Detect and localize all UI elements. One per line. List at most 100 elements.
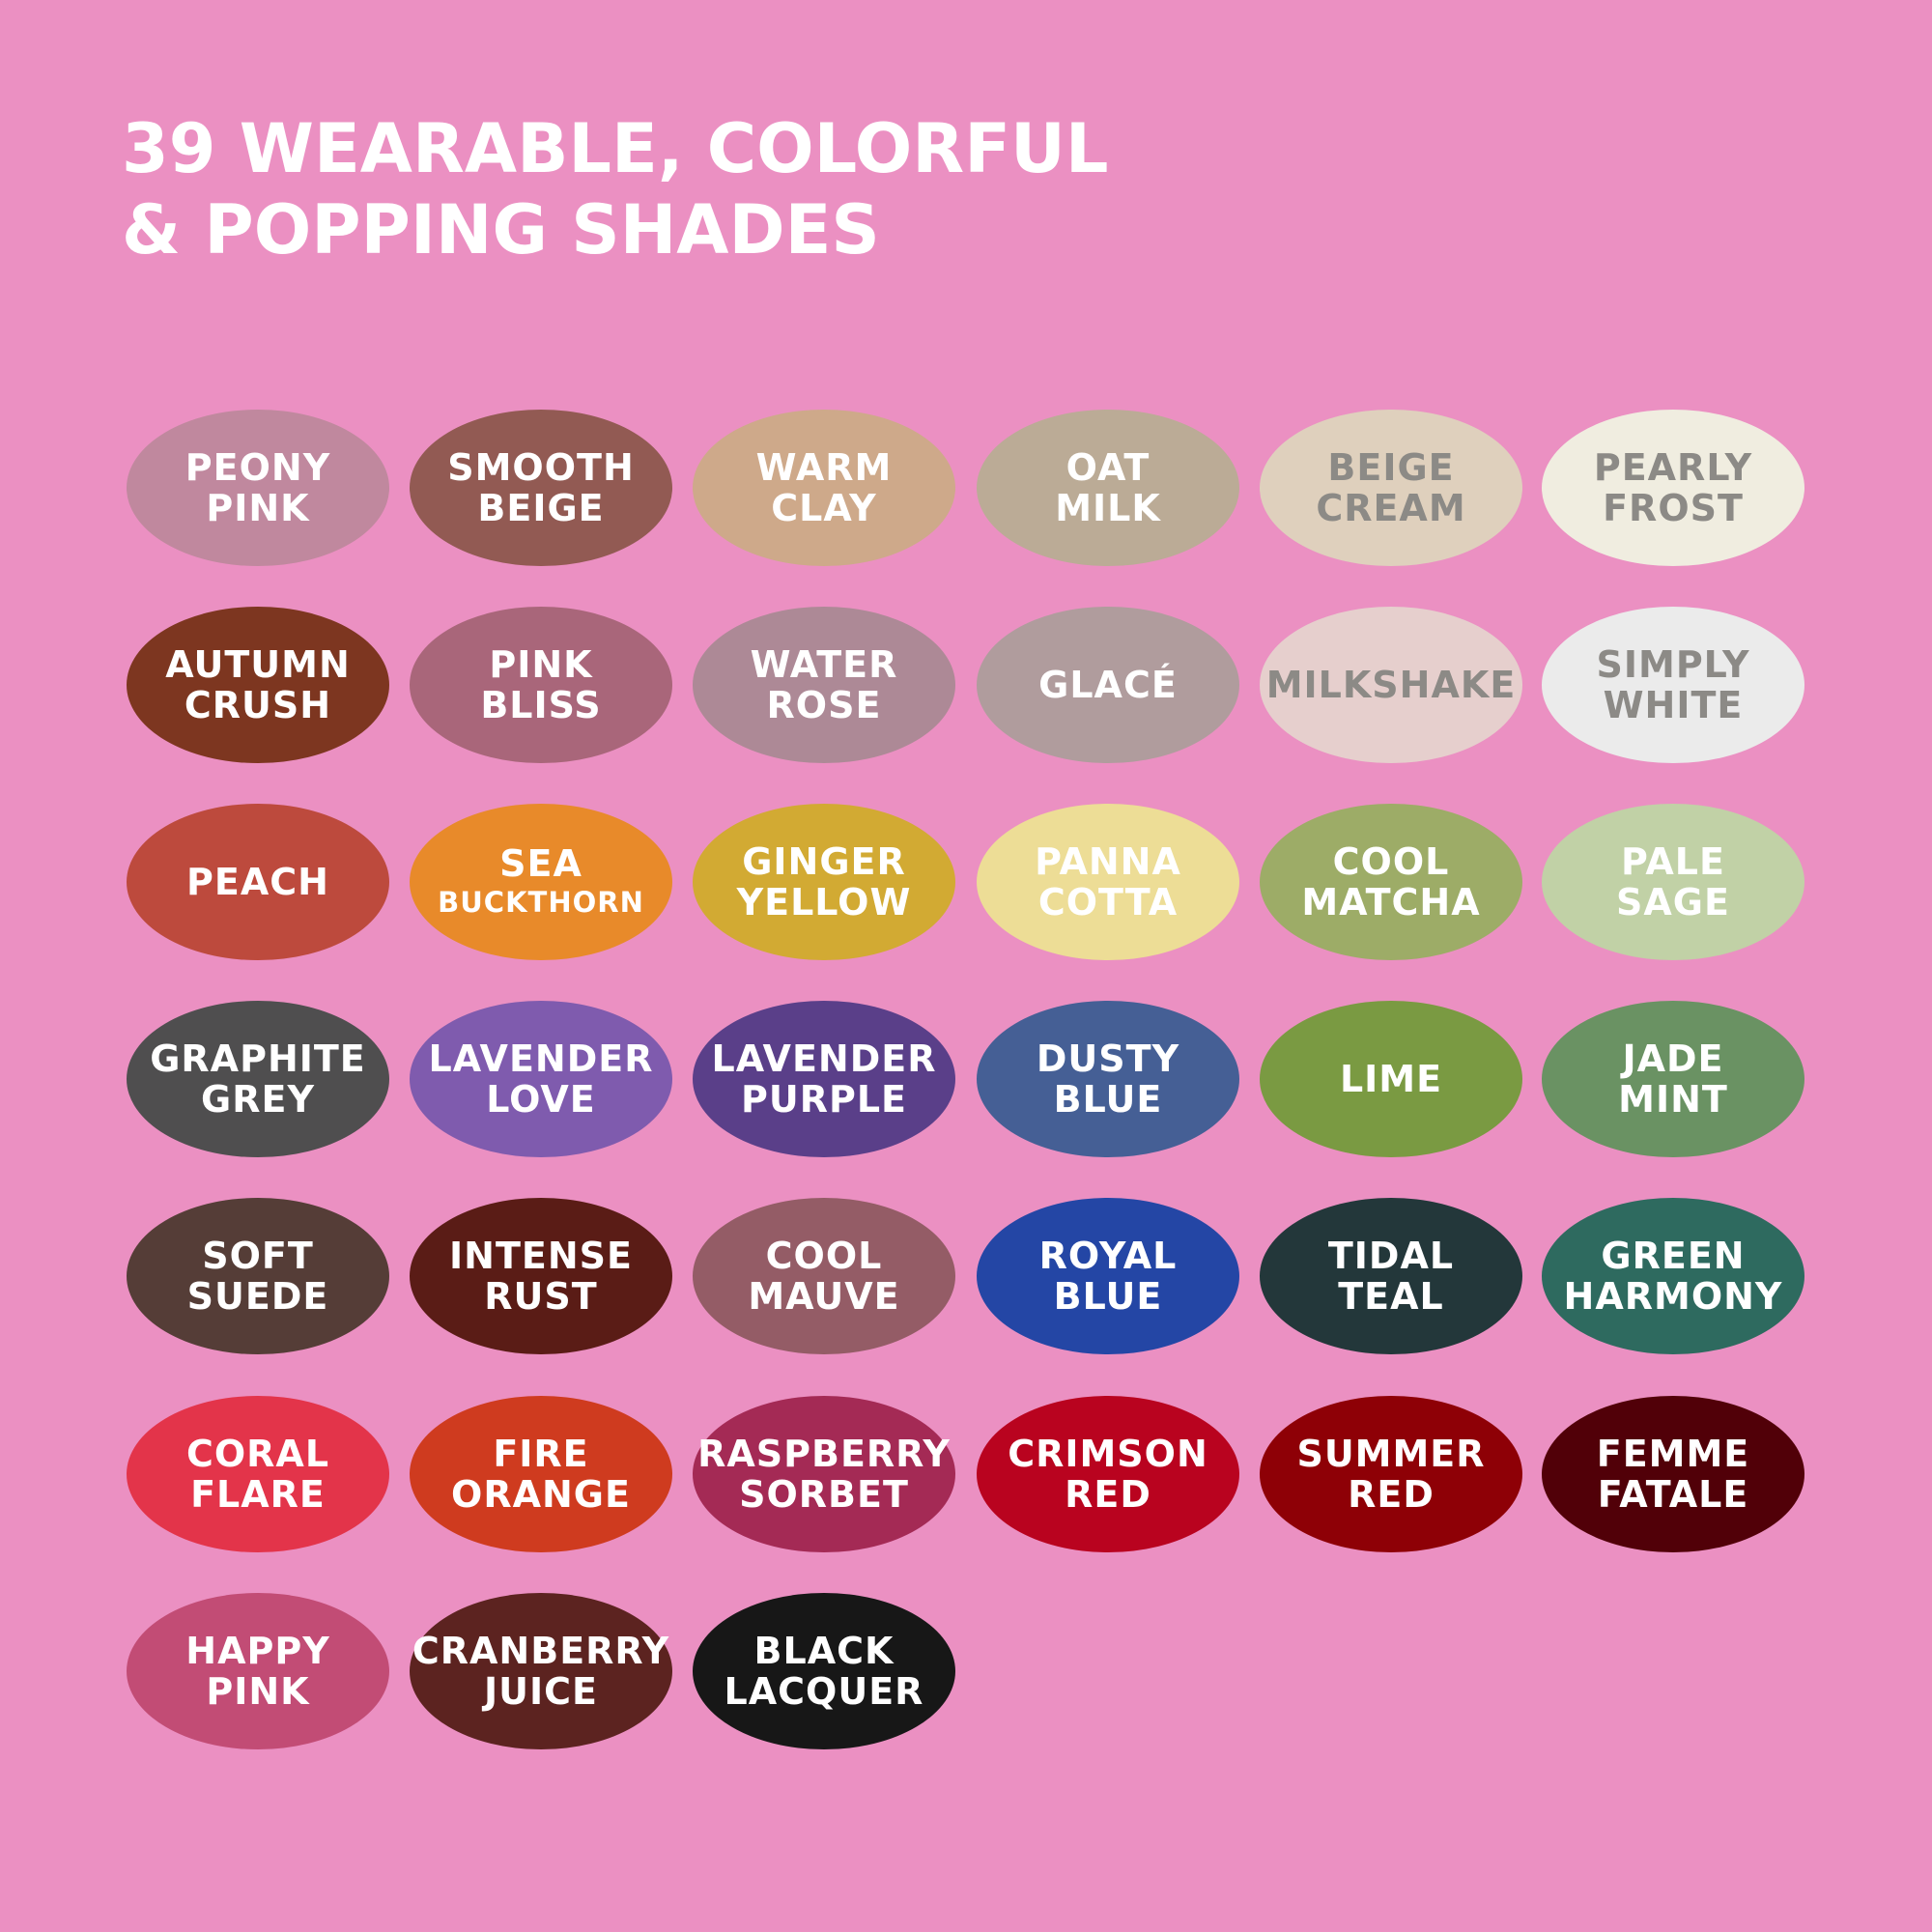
shade-name-line: INTENSE — [449, 1235, 633, 1277]
shade-swatch: CRANBERRY JUICE — [410, 1593, 672, 1749]
shade-name-line: WARM — [755, 446, 893, 489]
shade-swatch: FIRE ORANGE — [410, 1396, 672, 1552]
shade-name-line: JUICE — [484, 1670, 598, 1713]
shade-name-line: ORANGE — [451, 1473, 631, 1516]
shade-name-line: BEIGE — [1327, 446, 1455, 489]
shade-name-line: TIDAL — [1327, 1235, 1455, 1277]
shade-name-line: LAVENDER — [711, 1037, 937, 1080]
shade-name-line: PEARLY — [1593, 446, 1753, 489]
shade-name-line: BLUE — [1053, 1275, 1163, 1318]
shade-name-line: PURPLE — [741, 1078, 907, 1121]
shade-swatch: HAPPY PINK — [127, 1593, 389, 1749]
shade-swatch: SOFT SUEDE — [127, 1198, 389, 1354]
shade-name-line: PINK — [206, 487, 310, 529]
shade-swatch: PEONY PINK — [127, 410, 389, 566]
shade-name-line: PINK — [206, 1670, 310, 1713]
shade-swatch: GREEN HARMONY — [1542, 1198, 1804, 1354]
shade-name-line: FROST — [1603, 487, 1744, 529]
shade-name-line: AUTUMN — [165, 643, 351, 686]
shade-swatch: JADE MINT — [1542, 1001, 1804, 1157]
shade-name-line: PINK — [489, 643, 593, 686]
shade-name-line: BUCKTHORN — [438, 886, 644, 919]
shade-name-line: FEMME — [1596, 1433, 1750, 1475]
shade-name-line: CRANBERRY — [412, 1630, 670, 1672]
shade-name-line: BLACK — [753, 1630, 895, 1672]
shade-name-line: GREY — [201, 1078, 315, 1121]
shade-name-line: DUSTY — [1036, 1037, 1180, 1080]
shade-name-line: LAVENDER — [428, 1037, 654, 1080]
shade-name-line: LIME — [1339, 1058, 1443, 1100]
shade-name-line: SIMPLY — [1596, 643, 1750, 686]
shade-name-line: SUMMER — [1296, 1433, 1486, 1475]
shade-swatch: BLACK LACQUER — [693, 1593, 955, 1749]
shade-name-line: MINT — [1618, 1078, 1728, 1121]
shade-name-line: COOL — [765, 1235, 883, 1277]
shade-name-line: TEAL — [1338, 1275, 1444, 1318]
shade-swatch: LIME — [1260, 1001, 1522, 1157]
shade-name-line: SEA — [499, 842, 582, 885]
shade-name-line: GRAPHITE — [150, 1037, 366, 1080]
shade-name-line: RED — [1065, 1473, 1151, 1516]
shade-swatch: PEARLY FROST — [1542, 410, 1804, 566]
shade-name-line: WATER — [750, 643, 898, 686]
shade-name-line: LACQUER — [724, 1670, 924, 1713]
shade-swatch: FEMME FATALE — [1542, 1396, 1804, 1552]
shade-swatch: SIMPLY WHITE — [1542, 607, 1804, 763]
shade-swatch: LAVENDER PURPLE — [693, 1001, 955, 1157]
shade-name-line: BEIGE — [477, 487, 605, 529]
shade-name-line: BLUE — [1053, 1078, 1163, 1121]
shade-name-line: SOFT — [202, 1235, 314, 1277]
shade-name-line: RED — [1348, 1473, 1435, 1516]
shade-swatch: PINK BLISS — [410, 607, 672, 763]
shade-name-line: YELLOW — [736, 881, 912, 923]
shade-swatch: PEACH — [127, 804, 389, 960]
shade-swatch: GINGER YELLOW — [693, 804, 955, 960]
title-line-2: & POPPING SHADES — [122, 190, 880, 270]
shade-swatch: GLACÉ — [977, 607, 1239, 763]
shade-swatch: INTENSE RUST — [410, 1198, 672, 1354]
shade-swatch: SMOOTH BEIGE — [410, 410, 672, 566]
shade-name-line: MATCHA — [1301, 881, 1481, 923]
shade-swatch: LAVENDER LOVE — [410, 1001, 672, 1157]
shade-swatch: OAT MILK — [977, 410, 1239, 566]
shade-swatch: RASPBERRY SORBET — [693, 1396, 955, 1552]
shade-name-line: WHITE — [1603, 684, 1744, 726]
shade-swatch: MILKSHAKE — [1260, 607, 1522, 763]
shade-name-line: FATALE — [1597, 1473, 1749, 1516]
shade-name-line: GREEN — [1601, 1235, 1746, 1277]
shade-swatch: CRIMSON RED — [977, 1396, 1239, 1552]
shade-swatch: SUMMER RED — [1260, 1396, 1522, 1552]
shade-swatch: ROYAL BLUE — [977, 1198, 1239, 1354]
shade-name-line: GINGER — [742, 840, 906, 883]
shade-swatch: PANNA COTTA — [977, 804, 1239, 960]
shade-swatch: CORAL FLARE — [127, 1396, 389, 1552]
shade-name-line: MAUVE — [748, 1275, 900, 1318]
shade-name-line: COOL — [1332, 840, 1450, 883]
shade-name-line: SORBET — [739, 1473, 909, 1516]
shade-name-line: PEONY — [185, 446, 331, 489]
shade-swatch: WARM CLAY — [693, 410, 955, 566]
shade-swatch: BEIGE CREAM — [1260, 410, 1522, 566]
shade-swatch: GRAPHITE GREY — [127, 1001, 389, 1157]
shade-name-line: FIRE — [493, 1433, 589, 1475]
shade-swatch: SEA BUCKTHORN — [410, 804, 672, 960]
shade-name-line: SUEDE — [186, 1275, 329, 1318]
shade-name-line: ROSE — [766, 684, 882, 726]
title-line-1: 39 WEARABLE, COLORFUL — [122, 109, 1109, 188]
shade-swatch: PALE SAGE — [1542, 804, 1804, 960]
shade-name-line: COTTA — [1037, 881, 1179, 923]
shade-name-line: LOVE — [486, 1078, 596, 1121]
shade-swatch: WATER ROSE — [693, 607, 955, 763]
shade-swatch: DUSTY BLUE — [977, 1001, 1239, 1157]
shade-name-line: CRUSH — [184, 684, 332, 726]
shade-name-line: SAGE — [1616, 881, 1730, 923]
shade-swatch: COOL MAUVE — [693, 1198, 955, 1354]
shade-name-line: MILKSHAKE — [1265, 664, 1517, 706]
shade-name-line: PALE — [1621, 840, 1725, 883]
shade-name-line: CLAY — [771, 487, 877, 529]
page-title: 39 WEARABLE, COLORFUL & POPPING SHADES — [122, 108, 1108, 270]
shade-name-line: CRIMSON — [1008, 1433, 1208, 1475]
shade-name-line: SMOOTH — [447, 446, 635, 489]
shade-name-line: PANNA — [1035, 840, 1181, 883]
shade-name-line: RASPBERRY — [697, 1433, 951, 1475]
